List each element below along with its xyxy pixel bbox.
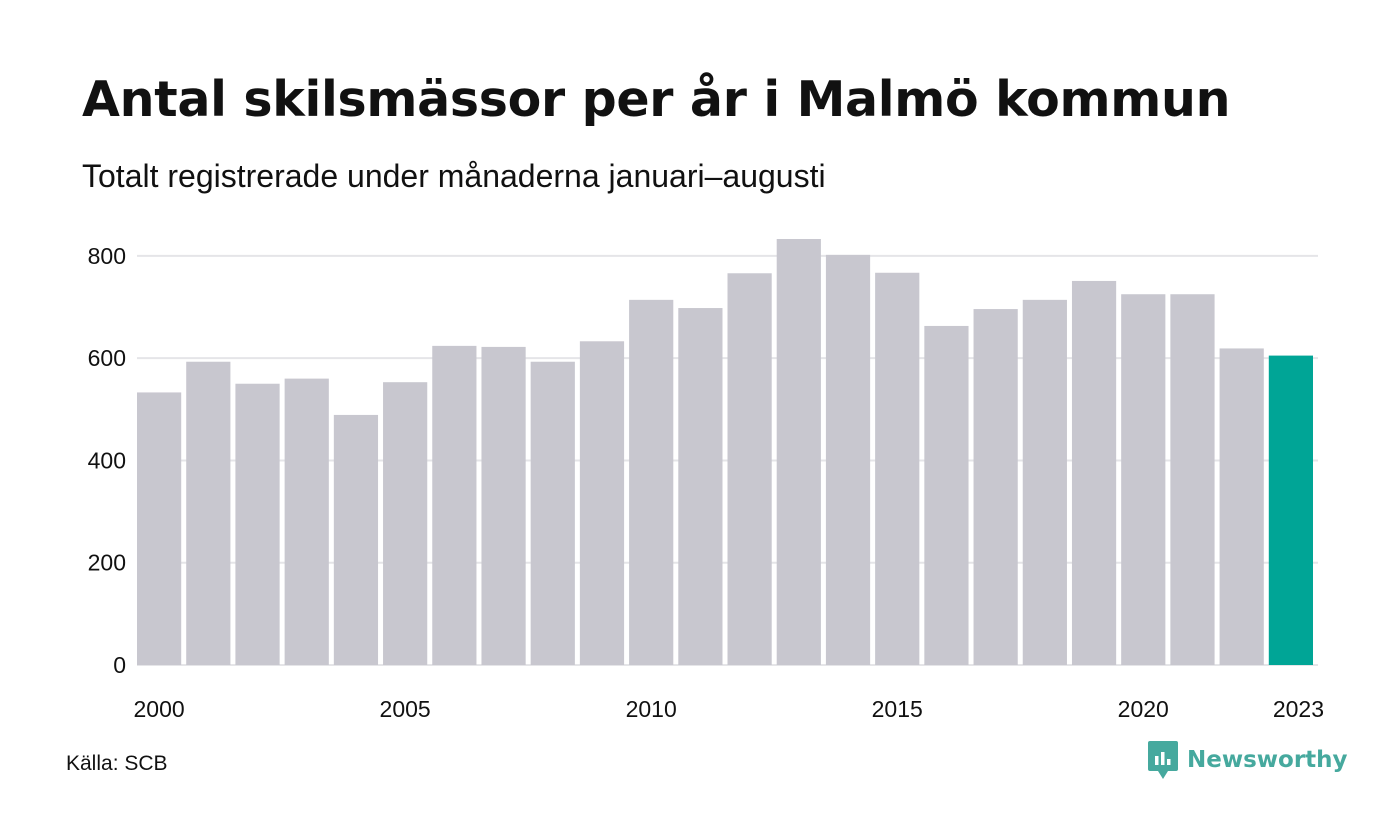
x-tick-label: 2010: [626, 696, 677, 722]
bar-2000: [137, 392, 182, 665]
bar-2007: [481, 346, 526, 665]
bar-2002: [235, 383, 280, 665]
bar-2013: [776, 239, 821, 665]
bar-2019: [1071, 280, 1117, 665]
brand-name: Newsworthy: [1187, 747, 1348, 773]
bar-2012: [727, 273, 772, 665]
y-axis-ticks: 0 200 400 600 800: [88, 243, 126, 678]
x-tick-label: 2015: [872, 696, 923, 722]
bar-2005: [383, 382, 428, 665]
x-axis-ticks: 2000 2005 2010 2015 2020 2023: [134, 696, 1324, 722]
y-tick-label: 800: [88, 243, 126, 269]
y-tick-label: 0: [113, 652, 126, 678]
bar-2022: [1219, 348, 1264, 665]
x-tick-label: 2000: [134, 696, 185, 722]
bar-2009: [579, 341, 625, 665]
bar-2016: [924, 325, 969, 665]
x-tick-label: 2005: [380, 696, 431, 722]
bar-2015: [875, 272, 920, 665]
bar-2023: [1268, 355, 1313, 665]
bar-2008: [530, 361, 575, 665]
x-tick-label: 2023: [1273, 696, 1324, 722]
bar-chart: 0 200 400 600 800 2000 2005 2010 2015 2020 2023: [88, 239, 1324, 722]
chart-subtitle: Totalt registrerade under månaderna janu…: [82, 158, 826, 194]
y-tick-label: 200: [88, 550, 126, 576]
y-tick-label: 400: [88, 447, 126, 473]
source-note: Källa: SCB: [66, 752, 168, 775]
brand-logo: Newsworthy: [1148, 740, 1348, 780]
chart-title: Antal skilsmässor per år i Malmö kommun: [82, 71, 1231, 128]
bar-2006: [432, 345, 477, 665]
bar-2021: [1170, 294, 1215, 665]
bar-2011: [678, 308, 723, 665]
bar-2020: [1121, 294, 1166, 665]
bar-2003: [284, 378, 329, 665]
bar-2014: [825, 254, 871, 665]
y-tick-label: 600: [88, 345, 126, 371]
bars: [137, 239, 1313, 665]
bar-2001: [186, 361, 231, 665]
bar-2010: [629, 299, 674, 665]
newsworthy-chart-bubble-icon: [1148, 741, 1178, 779]
bar-2017: [973, 309, 1018, 665]
bar-2018: [1022, 299, 1067, 665]
x-tick-label: 2020: [1118, 696, 1169, 722]
bar-2004: [333, 414, 379, 665]
